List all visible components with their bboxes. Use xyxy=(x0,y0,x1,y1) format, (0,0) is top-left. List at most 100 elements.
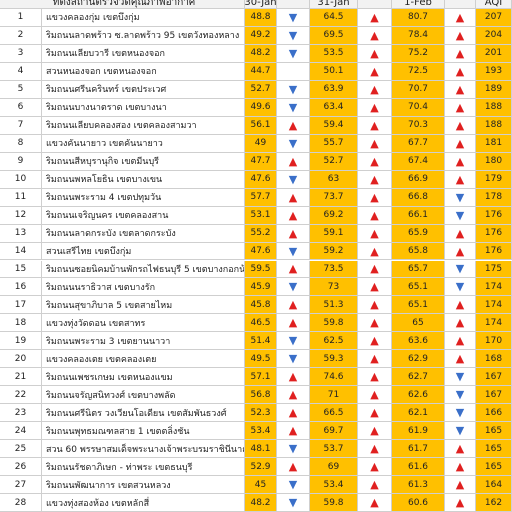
station-name: ริมถนนศรีนิตร วงเวียนโอเดียน เขตสัมพันธว… xyxy=(42,404,245,423)
value-30jan: 53.1 xyxy=(245,206,277,225)
trend-arrow: ▲ xyxy=(277,152,310,171)
value-31jan: 53.4 xyxy=(310,476,358,495)
trend-arrow: ▲ xyxy=(358,80,392,99)
aqi-value: 178 xyxy=(476,188,512,207)
value-1feb: 61.9 xyxy=(392,422,445,441)
station-name: ริมถนนพุทธมณฑลสาย 1 เขตตลิ่งชัน xyxy=(42,422,245,441)
aqi-value: 164 xyxy=(476,476,512,495)
trend-arrow: ▲ xyxy=(445,476,476,495)
trend-arrow: ▲ xyxy=(445,98,476,117)
trend-arrow: ▼ xyxy=(277,26,310,45)
trend-arrow: ▲ xyxy=(358,458,392,477)
trend-arrow: ▲ xyxy=(445,80,476,99)
station-name: ริมถนนเลียบวารี เขตหนองจอก xyxy=(42,44,245,63)
station-name: ริมถนนรัชดาภิเษก - ท่าพระ เขตธนบุรี xyxy=(42,458,245,477)
station-name: แขวงคลองเตย เขตคลองเตย xyxy=(42,350,245,369)
value-30jan: 47.6 xyxy=(245,170,277,189)
value-1feb: 70.4 xyxy=(392,98,445,117)
header-cell xyxy=(277,0,310,9)
trend-arrow: ▼ xyxy=(277,80,310,99)
row-index: 26 xyxy=(0,458,42,477)
row-index: 13 xyxy=(0,224,42,243)
value-1feb: 80.7 xyxy=(392,9,445,27)
aqi-value: 189 xyxy=(476,80,512,99)
trend-arrow: ▲ xyxy=(358,9,392,27)
value-31jan: 73.5 xyxy=(310,260,358,279)
row-index: 19 xyxy=(0,332,42,351)
trend-arrow: ▼ xyxy=(277,170,310,189)
trend-arrow: ▼ xyxy=(277,494,310,512)
aqi-value: 201 xyxy=(476,44,512,63)
trend-arrow: ▲ xyxy=(277,314,310,333)
station-name: ริมถนนพระราม 3 เขตยานนาวา xyxy=(42,332,245,351)
header-cell: 1-Feb xyxy=(392,0,445,9)
value-30jan: 49.5 xyxy=(245,350,277,369)
value-31jan: 66.5 xyxy=(310,404,358,423)
aqi-value: 168 xyxy=(476,350,512,369)
trend-arrow: ▼ xyxy=(277,332,310,351)
station-name: ริมถนนลาดกระบัง เขตลาดกระบัง xyxy=(42,224,245,243)
station-name: สวน 60 พรรษาสมเด็จพระนางเจ้าพระบรมราชินี… xyxy=(42,440,245,459)
value-1feb: 66.9 xyxy=(392,170,445,189)
value-30jan: 44.7 xyxy=(245,62,277,81)
row-index: 5 xyxy=(0,80,42,99)
value-30jan: 59.5 xyxy=(245,260,277,279)
trend-arrow: ▲ xyxy=(358,314,392,333)
station-name: ริมถนนซอยนิคมบ้านพักรถไฟธนบุรี 5 เขตบางก… xyxy=(42,260,245,279)
trend-arrow: ▲ xyxy=(277,458,310,477)
trend-arrow: ▲ xyxy=(358,134,392,153)
value-31jan: 59.1 xyxy=(310,224,358,243)
row-index: 16 xyxy=(0,278,42,297)
aqi-value: 176 xyxy=(476,242,512,261)
value-30jan: 51.4 xyxy=(245,332,277,351)
row-index: 17 xyxy=(0,296,42,315)
trend-arrow: ▲ xyxy=(358,98,392,117)
value-30jan: 57.7 xyxy=(245,188,277,207)
trend-arrow: ▲ xyxy=(358,188,392,207)
aqi-value: 176 xyxy=(476,206,512,225)
trend-arrow: ▲ xyxy=(277,116,310,135)
aqi-value: 176 xyxy=(476,224,512,243)
value-31jan: 53.5 xyxy=(310,44,358,63)
row-index: 25 xyxy=(0,440,42,459)
row-index: 15 xyxy=(0,260,42,279)
trend-arrow: ▲ xyxy=(358,386,392,405)
row-index: 3 xyxy=(0,44,42,63)
trend-arrow: ▲ xyxy=(358,278,392,297)
value-31jan: 63 xyxy=(310,170,358,189)
trend-arrow: ▲ xyxy=(445,116,476,135)
value-1feb: 62.1 xyxy=(392,404,445,423)
station-name: ริมถนนพระราม 4 เขตปทุมวัน xyxy=(42,188,245,207)
value-1feb: 63.6 xyxy=(392,332,445,351)
value-31jan: 69.2 xyxy=(310,206,358,225)
row-index: 6 xyxy=(0,98,42,117)
value-30jan: 45.8 xyxy=(245,296,277,315)
row-index: 8 xyxy=(0,134,42,153)
trend-arrow: ▼ xyxy=(277,242,310,261)
trend-arrow: ▼ xyxy=(445,278,476,297)
trend-arrow: ▼ xyxy=(445,404,476,423)
trend-arrow: ▲ xyxy=(358,26,392,45)
aqi-value: 181 xyxy=(476,134,512,153)
aqi-value: 204 xyxy=(476,26,512,45)
value-30jan: 52.3 xyxy=(245,404,277,423)
value-1feb: 66.1 xyxy=(392,206,445,225)
aqi-value: 174 xyxy=(476,278,512,297)
trend-arrow: ▲ xyxy=(358,206,392,225)
value-1feb: 67.4 xyxy=(392,152,445,171)
value-1feb: 67.7 xyxy=(392,134,445,153)
row-index: 14 xyxy=(0,242,42,261)
aqi-value: 167 xyxy=(476,368,512,387)
trend-arrow: ▲ xyxy=(358,224,392,243)
aqi-value: 165 xyxy=(476,440,512,459)
value-31jan: 73 xyxy=(310,278,358,297)
aqi-value: 167 xyxy=(476,386,512,405)
trend-arrow: ▲ xyxy=(445,26,476,45)
row-index: 21 xyxy=(0,368,42,387)
value-1feb: 65.1 xyxy=(392,296,445,315)
row-index: 23 xyxy=(0,404,42,423)
trend-arrow: ▼ xyxy=(277,350,310,369)
value-30jan: 48.2 xyxy=(245,494,277,512)
row-index: 2 xyxy=(0,26,42,45)
